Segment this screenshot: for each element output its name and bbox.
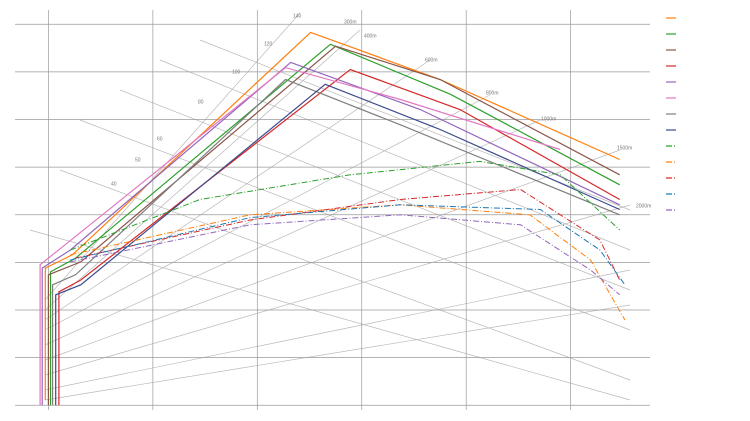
series-line — [47, 45, 620, 406]
series-line — [70, 204, 626, 321]
guide-line — [59, 169, 631, 381]
guide-line — [79, 119, 631, 331]
guide-line — [159, 59, 631, 251]
guide-line — [44, 119, 541, 346]
series-line — [70, 160, 621, 251]
annotation: 600m — [425, 57, 438, 63]
guide-line — [44, 204, 631, 376]
guide-line — [199, 39, 631, 211]
annotation: 300m — [344, 19, 357, 25]
guide-line — [44, 269, 631, 391]
legend — [666, 17, 676, 211]
plot — [15, 10, 650, 410]
annotation: 120 — [264, 41, 273, 47]
annotations: 140 120 100 80 60 50 40 300m 400m 600m 8… — [111, 13, 651, 209]
series-line — [49, 43, 620, 406]
guide-lines — [29, 12, 631, 401]
guide-line — [44, 149, 621, 361]
annotation: 40 — [111, 181, 117, 187]
series-line — [41, 61, 620, 406]
annotation: 140 — [293, 13, 302, 19]
series-line — [52, 78, 620, 406]
annotation: 2000m — [636, 203, 651, 209]
series-line — [39, 66, 561, 406]
annotation: 80 — [198, 99, 204, 105]
series-line — [55, 83, 620, 406]
annotation: 1500m — [617, 145, 632, 151]
series-line — [75, 188, 621, 281]
guide-line — [44, 29, 361, 311]
guide-line — [44, 94, 491, 331]
guide-line — [44, 59, 431, 321]
annotation: 100 — [232, 69, 241, 75]
series-line — [70, 214, 621, 296]
guide-line — [44, 304, 631, 401]
annotation: 60 — [157, 136, 163, 142]
annotation: 800m — [486, 90, 499, 96]
guide-line — [119, 89, 631, 291]
annotation: 1000m — [541, 116, 556, 122]
annotation: 400m — [364, 33, 377, 39]
annotation: 50 — [135, 157, 141, 163]
guide-line — [29, 229, 631, 401]
series-line — [70, 204, 626, 286]
